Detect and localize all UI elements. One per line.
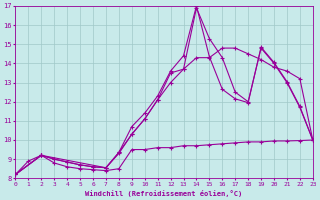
X-axis label: Windchill (Refroidissement éolien,°C): Windchill (Refroidissement éolien,°C) bbox=[85, 190, 243, 197]
